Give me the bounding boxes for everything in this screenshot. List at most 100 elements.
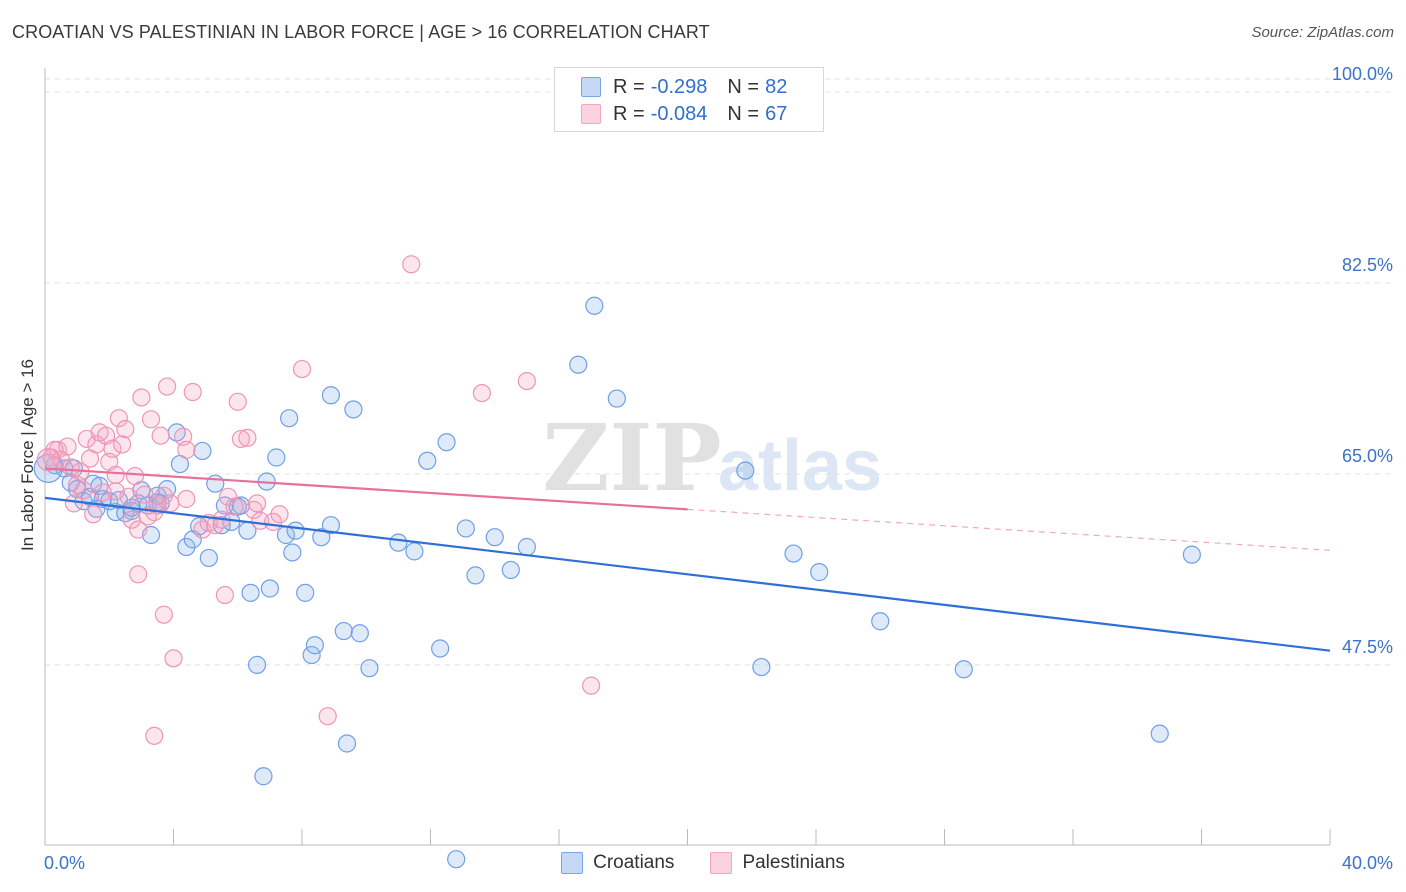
data-point-croatians [183, 530, 202, 549]
legend-n-value: 67 [765, 102, 788, 125]
data-point-croatians [456, 519, 475, 538]
legend-r-value: -0.298 [650, 75, 708, 98]
data-point-croatians [431, 639, 450, 658]
data-point-croatians [736, 461, 755, 480]
trend-line-extension-palestinians [687, 508, 1331, 551]
data-point-palestinians [106, 482, 125, 501]
data-point-croatians [286, 521, 305, 540]
trend-line-croatians [44, 496, 1331, 652]
data-point-palestinians [157, 377, 177, 396]
data-point-croatians [360, 659, 379, 678]
data-point-croatians [337, 734, 357, 753]
data-point-palestinians [402, 255, 421, 274]
data-point-croatians [585, 296, 604, 315]
data-point-croatians [810, 563, 829, 582]
series-swatch-croatians [561, 852, 584, 874]
legend-swatch-croatians [581, 77, 601, 97]
data-point-palestinians [270, 505, 289, 524]
data-point-croatians [784, 544, 803, 563]
data-point-palestinians [472, 383, 491, 403]
data-point-croatians [247, 655, 267, 674]
data-point-palestinians [225, 497, 244, 516]
data-point-croatians [312, 528, 331, 547]
data-point-palestinians [231, 429, 251, 449]
data-point-palestinians [135, 485, 154, 504]
data-point-croatians [437, 433, 456, 452]
data-point-palestinians [125, 466, 145, 486]
data-point-croatians [260, 579, 279, 598]
data-point-croatians [206, 474, 225, 493]
data-point-croatians [199, 548, 218, 568]
x-tick-label-max: 40.0% [1342, 853, 1393, 873]
data-point-palestinians [154, 486, 173, 505]
data-point-croatians [389, 533, 408, 552]
series-legend-label: Palestinians [742, 852, 845, 873]
data-point-croatians [302, 645, 321, 665]
data-point-palestinians [51, 450, 71, 469]
data-point-palestinians [292, 359, 312, 379]
series-swatch-palestinians [710, 852, 733, 874]
data-point-croatians [190, 517, 209, 536]
data-point-croatians [466, 566, 485, 585]
axes [44, 68, 1331, 846]
data-point-palestinians [177, 440, 196, 459]
y-tick-label: 100.0% [1332, 64, 1393, 84]
chart-title: CROATIAN VS PALESTINIAN IN LABOR FORCE |… [12, 22, 710, 42]
data-point-palestinians [106, 465, 125, 485]
data-point-palestinians [96, 426, 116, 445]
y-tick-label: 82.5% [1342, 255, 1393, 275]
data-point-croatians [254, 767, 273, 786]
x-tick-label-min: 0.0% [44, 853, 85, 873]
data-point-croatians [321, 386, 341, 405]
legend-r-label: R = [613, 102, 645, 125]
data-point-croatians [1182, 545, 1201, 564]
data-point-croatians [193, 441, 212, 461]
data-point-croatians [517, 537, 536, 557]
legend-r-label: R = [613, 75, 645, 98]
series-legend-palestinians[interactable]: Palestinians [710, 852, 845, 874]
legend-swatch-palestinians [581, 104, 601, 124]
data-point-croatians [871, 612, 890, 631]
data-point-cluster-palestinians [36, 448, 60, 472]
legend-row-croatians: R = -0.298 N = 82 [581, 74, 787, 100]
data-point-palestinians [228, 392, 247, 411]
data-point-palestinians [247, 494, 267, 513]
data-point-palestinians [183, 382, 202, 402]
data-point-palestinians [109, 409, 128, 428]
tick-labels: 100.0% 82.5% 65.0% 47.5% 0.0% 40.0% [44, 64, 1393, 873]
data-point-croatians [447, 850, 466, 869]
data-point-palestinians [145, 726, 164, 745]
data-point-palestinians [74, 481, 93, 500]
series-legend: Croatians Palestinians [0, 852, 1406, 874]
data-point-palestinians [177, 489, 196, 509]
y-tick-label: 47.5% [1342, 637, 1393, 657]
legend-row-palestinians: R = -0.084 N = 67 [581, 101, 787, 127]
data-point-palestinians [84, 505, 103, 524]
data-point-croatians [954, 660, 973, 679]
series-legend-croatians[interactable]: Croatians [561, 852, 674, 874]
data-point-palestinians [582, 676, 601, 695]
data-point-palestinians [103, 439, 122, 458]
data-point-croatians [405, 542, 424, 561]
legend-n-label: N = [727, 102, 760, 125]
data-point-palestinians [318, 707, 337, 726]
data-point-croatians [1150, 724, 1169, 743]
data-point-palestinians [151, 426, 170, 445]
data-point-palestinians [164, 649, 183, 668]
data-point-palestinians [129, 565, 148, 584]
data-point-palestinians [132, 388, 151, 407]
data-point-palestinians [238, 428, 257, 447]
legend-r-value: -0.084 [650, 102, 708, 125]
data-point-croatians [177, 537, 196, 557]
watermark-atlas: atlas [718, 426, 882, 506]
y-axis-label: In Labor Force | Age > 16 [18, 358, 37, 552]
gridlines [45, 78, 1395, 666]
data-point-croatians [267, 448, 286, 467]
series-croatians [33, 296, 1201, 869]
data-point-palestinians [116, 420, 135, 439]
data-point-palestinians [517, 371, 536, 391]
data-point-palestinians [215, 585, 234, 605]
data-point-croatians [350, 624, 369, 643]
data-point-palestinians [45, 440, 64, 459]
